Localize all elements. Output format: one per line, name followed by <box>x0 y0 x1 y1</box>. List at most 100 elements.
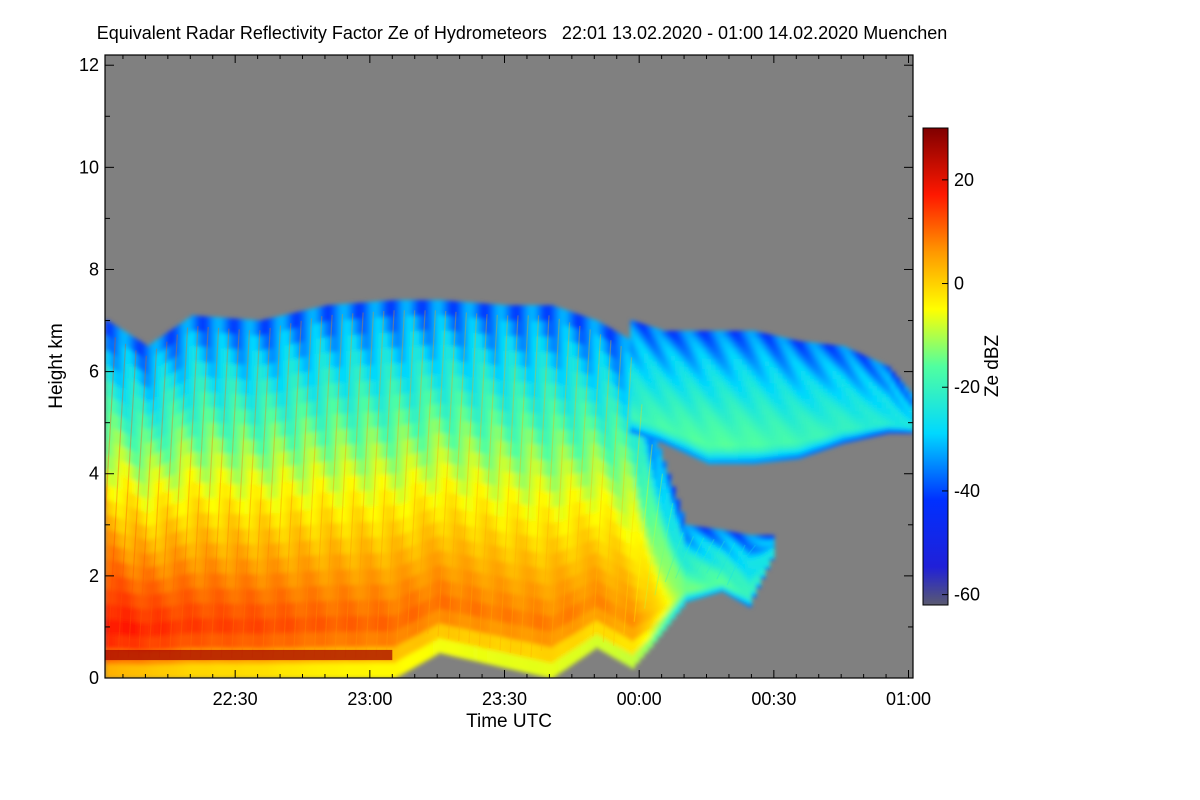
echo-cell <box>109 382 115 398</box>
echo-cell <box>131 479 137 495</box>
echo-cell <box>518 533 524 550</box>
echo-cell <box>513 472 519 489</box>
echo-cell <box>693 541 699 545</box>
upper-echo-cell <box>720 391 726 398</box>
upper-echo-cell <box>688 341 694 347</box>
echo-cell <box>670 541 676 548</box>
upper-echo-cell <box>814 393 820 399</box>
echo-cell <box>230 408 236 424</box>
echo-cell <box>105 618 111 634</box>
upper-echo-cell <box>643 376 649 382</box>
upper-echo-cell <box>836 403 842 409</box>
echo-cell <box>253 633 259 649</box>
echo-cell <box>185 393 191 409</box>
upper-echo-cell <box>836 415 842 421</box>
echo-cell <box>504 592 510 608</box>
upper-echo-cell <box>814 384 820 390</box>
echo-cell <box>567 444 573 460</box>
echo-cell <box>531 489 537 506</box>
echo-cell <box>522 366 528 383</box>
echo-cell <box>248 394 254 410</box>
upper-echo-cell <box>809 398 815 404</box>
echo-cell <box>248 454 254 470</box>
echo-cell <box>145 401 151 416</box>
echo-cell <box>715 558 721 562</box>
echo-cell <box>455 301 461 317</box>
echo-cell <box>455 627 461 643</box>
upper-echo-cell <box>881 419 887 423</box>
echo-cell <box>513 609 519 625</box>
echo-cell <box>711 534 717 538</box>
echo-cell <box>271 617 277 634</box>
echo-cell <box>455 464 461 480</box>
echo-cell <box>325 522 331 539</box>
echo-cell <box>163 333 169 349</box>
echo-cell <box>118 474 124 490</box>
echo-cell <box>114 443 120 459</box>
upper-echo-cell <box>724 347 730 354</box>
upper-echo-cell <box>814 388 820 394</box>
echo-cell <box>410 560 416 577</box>
echo-cell <box>522 305 528 322</box>
echo-cell <box>230 573 236 589</box>
echo-cell <box>131 365 137 381</box>
echo-cell <box>693 544 699 548</box>
echo-cell <box>221 663 227 678</box>
upper-echo-cell <box>841 350 847 355</box>
echo-cell <box>675 584 681 590</box>
echo-cell <box>675 565 681 571</box>
echo-cell <box>553 598 559 615</box>
echo-cell <box>172 415 178 431</box>
echo-cell <box>684 556 690 561</box>
echo-cell <box>477 333 483 349</box>
echo-cell <box>702 536 708 540</box>
echo-cell <box>244 618 250 634</box>
echo-cell <box>509 426 515 443</box>
upper-echo-cell <box>751 391 757 398</box>
echo-cell <box>244 379 250 395</box>
upper-echo-cell <box>832 349 838 355</box>
echo-cell <box>333 600 339 617</box>
echo-cell <box>571 400 577 416</box>
echo-cell <box>549 398 555 415</box>
echo-cell <box>652 512 658 522</box>
upper-echo-cell <box>666 440 672 446</box>
echo-cell <box>217 377 223 394</box>
upper-echo-cell <box>706 452 712 459</box>
echo-cell <box>459 642 465 659</box>
echo-cell <box>320 337 326 354</box>
upper-echo-cell <box>737 330 743 337</box>
echo-cell <box>769 535 775 537</box>
echo-cell <box>518 350 524 367</box>
echo-cell <box>167 591 173 607</box>
echo-cell <box>118 619 124 635</box>
echo-cell <box>562 504 568 520</box>
echo-cell <box>621 472 627 487</box>
upper-echo-cell <box>886 399 892 404</box>
echo-cell <box>311 354 317 371</box>
upper-echo-cell <box>859 421 865 426</box>
echo-cell <box>199 316 205 332</box>
upper-echo-cell <box>872 379 878 383</box>
echo-cell <box>661 538 667 547</box>
echo-cell <box>248 379 254 396</box>
echo-cell <box>607 505 613 520</box>
echo-cell <box>154 480 160 496</box>
upper-echo-cell <box>720 363 726 370</box>
echo-cell <box>163 405 169 421</box>
upper-echo-cell <box>836 353 842 359</box>
echo-cell <box>307 539 313 556</box>
echo-cell <box>625 638 631 653</box>
echo-cell <box>504 365 510 382</box>
echo-cell <box>706 530 712 535</box>
echo-cell <box>217 407 223 424</box>
upper-echo-cell <box>742 347 748 354</box>
echo-cell <box>212 572 218 589</box>
upper-echo-cell <box>769 440 775 447</box>
echo-cell <box>230 378 236 394</box>
echo-cell <box>755 579 761 582</box>
echo-cell <box>145 498 151 513</box>
echo-cell <box>630 613 636 628</box>
upper-echo-cell <box>863 359 869 364</box>
echo-cell <box>459 509 465 525</box>
